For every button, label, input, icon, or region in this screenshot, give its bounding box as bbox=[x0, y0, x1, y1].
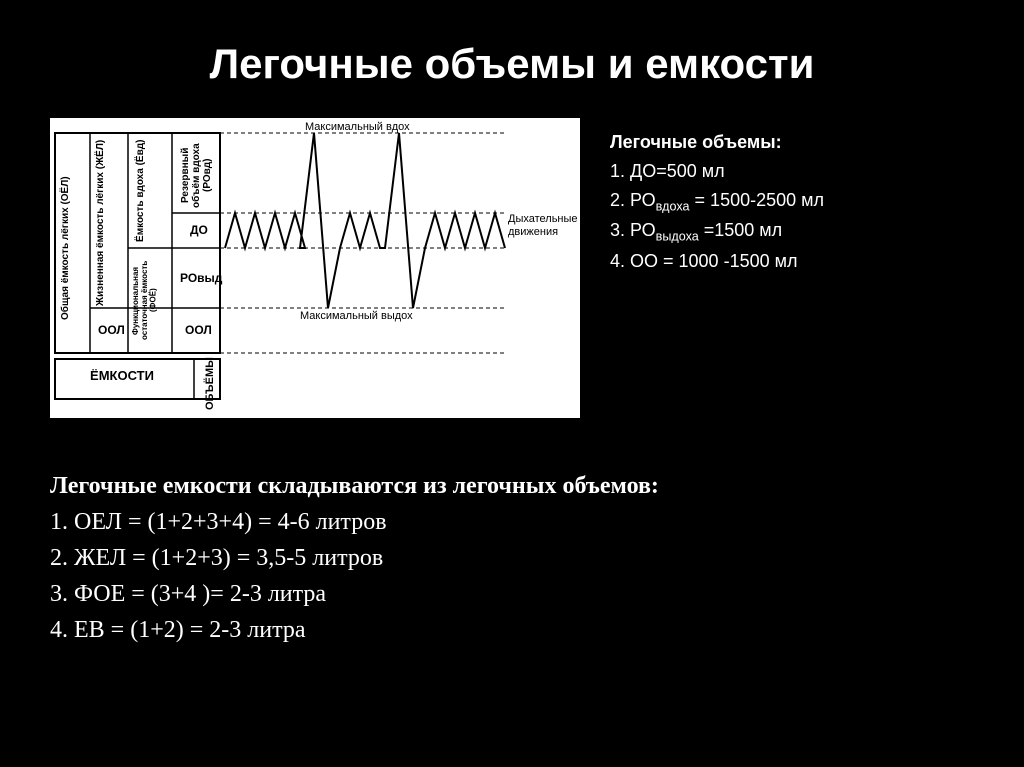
capacities-header: Легочные емкости складываются из легочны… bbox=[50, 468, 974, 504]
label-do: ДО bbox=[190, 223, 208, 237]
volume-item: 3. РОвыдоха =1500 мл bbox=[610, 216, 974, 247]
label-max-exhale: Максимальный выдох bbox=[300, 310, 413, 322]
volumes-header: Легочные объемы: bbox=[610, 128, 974, 157]
volume-item: 1. ДО=500 мл bbox=[610, 157, 974, 186]
label-oel: Общая ёмкость лёгких (ОЁЛ) bbox=[60, 148, 71, 348]
spirogram-diagram: Общая ёмкость лёгких (ОЁЛ) Жизненная ёмк… bbox=[50, 118, 580, 418]
label-rovd: Резервный объём вдоха (РОвд) bbox=[180, 138, 213, 213]
volume-item: 2. РОвдоха = 1500-2500 мл bbox=[610, 186, 974, 217]
label-ool-left: ООЛ bbox=[98, 323, 125, 337]
volume-item: 4. ОО = 1000 -1500 мл bbox=[610, 247, 974, 276]
label-rovyd: РОвыд bbox=[180, 271, 222, 285]
capacities-block: Легочные емкости складываются из легочны… bbox=[0, 418, 1024, 648]
volumes-list: Легочные объемы: 1. ДО=500 мл 2. РОвдоха… bbox=[610, 118, 974, 418]
capacity-line: 4. ЕВ = (1+2) = 2-3 литра bbox=[50, 612, 974, 648]
label-breathing: Дыхательные движения bbox=[508, 213, 578, 239]
label-zhel: Жизненная ёмкость лёгких (ЖЁЛ) bbox=[95, 138, 106, 308]
capacity-line: 3. ФОЕ = (3+4 )= 2-3 литра bbox=[50, 576, 974, 612]
label-max-inhale: Максимальный вдох bbox=[305, 121, 410, 133]
label-ev: Ёмкость вдоха (Ёвд) bbox=[135, 138, 146, 243]
page-title: Легочные объемы и емкости bbox=[0, 0, 1024, 118]
middle-row: Общая ёмкость лёгких (ОЁЛ) Жизненная ёмк… bbox=[0, 118, 1024, 418]
capacity-line: 2. ЖЕЛ = (1+2+3) = 3,5-5 литров bbox=[50, 540, 974, 576]
capacity-line: 1. ОЕЛ = (1+2+3+4) = 4-6 литров bbox=[50, 504, 974, 540]
label-emkosti: ЁМКОСТИ bbox=[90, 368, 154, 383]
label-foe: Функциональная остаточная ёмкость (ФОЁ) bbox=[132, 253, 158, 348]
label-obemy: ОБЪЁМЫ bbox=[204, 356, 216, 411]
label-ool-right: ООЛ bbox=[185, 323, 212, 337]
